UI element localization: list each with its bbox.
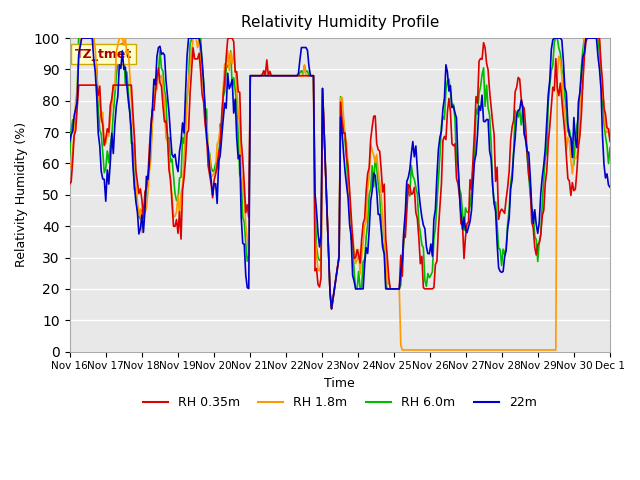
X-axis label: Time: Time (324, 377, 355, 390)
Text: TZ_tmet: TZ_tmet (75, 48, 132, 60)
Legend: RH 0.35m, RH 1.8m, RH 6.0m, 22m: RH 0.35m, RH 1.8m, RH 6.0m, 22m (138, 391, 542, 414)
Title: Relativity Humidity Profile: Relativity Humidity Profile (241, 15, 439, 30)
Y-axis label: Relativity Humidity (%): Relativity Humidity (%) (15, 122, 28, 267)
